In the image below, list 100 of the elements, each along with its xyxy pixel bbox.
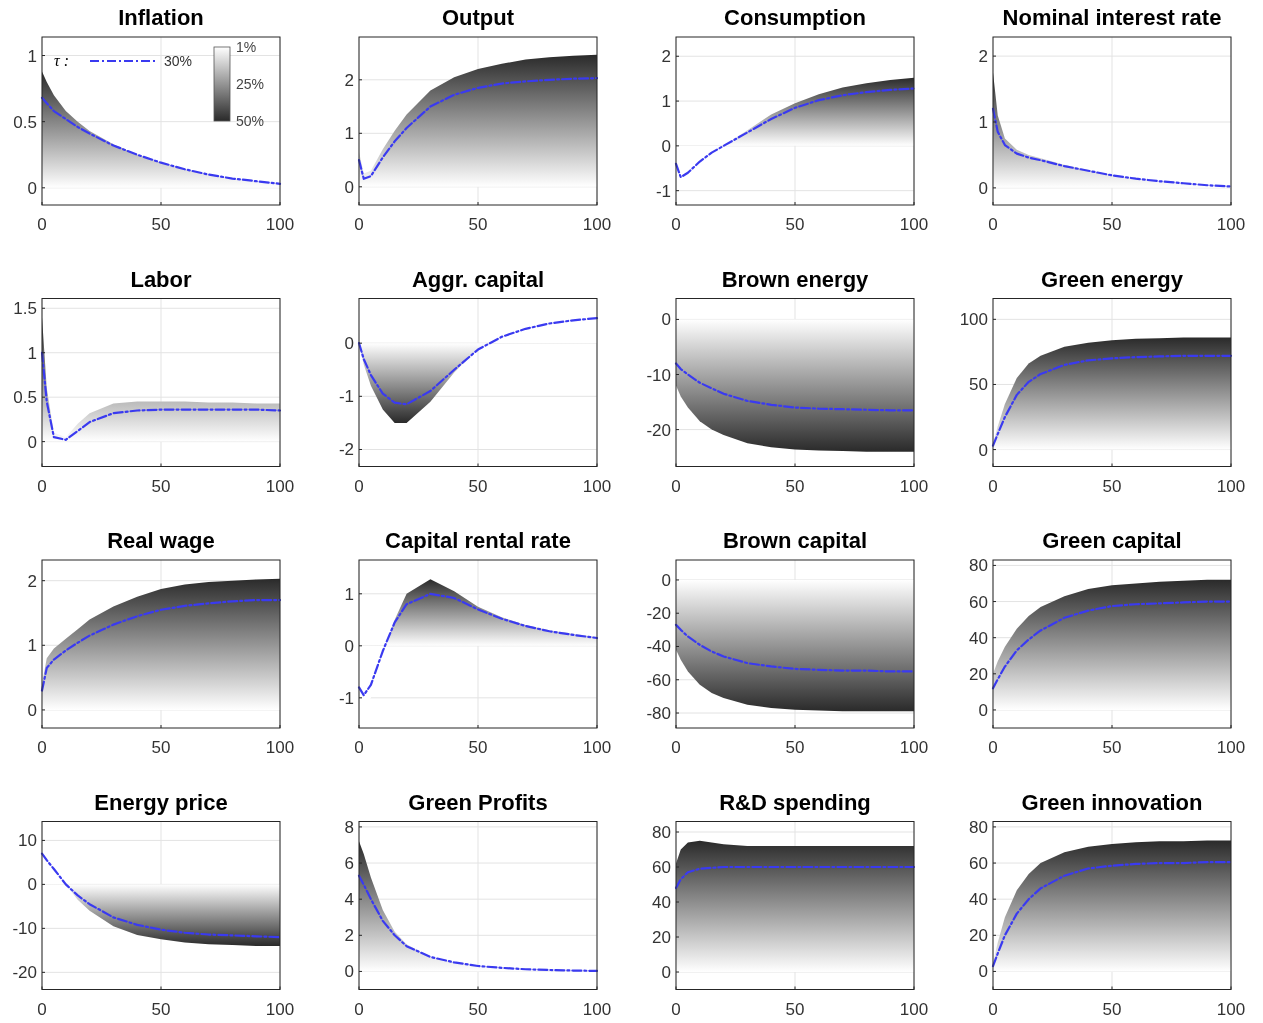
x-tick-label: 50 [785, 738, 805, 757]
x-tick-label: 100 [899, 215, 929, 234]
y-tick-label: 60 [652, 858, 671, 877]
y-tick-label: -10 [646, 365, 671, 385]
y-tick-label: -20 [12, 963, 37, 983]
y-tick-label: -1 [338, 688, 354, 708]
x-tick-label: 50 [1102, 476, 1122, 496]
x-tick-label: 100 [265, 215, 295, 234]
y-tick-label: 20 [969, 926, 988, 946]
y-tick-label: 40 [652, 893, 671, 912]
y-tick-label: 4 [344, 890, 354, 910]
y-tick-label: 0 [661, 310, 671, 330]
y-tick-label: 1.5 [13, 299, 37, 319]
y-tick-label: 1 [344, 584, 354, 604]
chart-title: Green energy [1041, 266, 1184, 292]
chart-title: Green innovation [1021, 789, 1203, 815]
chart-title: Brown capital [722, 528, 868, 553]
y-tick-label: -20 [646, 420, 671, 440]
line-series [40, 852, 282, 939]
y-tick-label: 20 [652, 928, 671, 947]
y-tick-label: 1 [978, 112, 988, 132]
y-tick-label: 2 [344, 70, 354, 90]
chart-title: Consumption [724, 5, 866, 30]
chart-title: Real wage [107, 528, 215, 553]
y-tick-label: -10 [12, 919, 37, 939]
x-tick-label: 50 [785, 999, 805, 1019]
y-tick-label: 80 [969, 817, 988, 837]
x-tick-label: 50 [468, 476, 488, 496]
x-tick-label: 50 [468, 738, 488, 757]
y-tick-label: -60 [646, 670, 671, 690]
y-tick-label: 0 [27, 875, 37, 895]
line-series [991, 861, 1233, 968]
y-tick-label: 20 [969, 664, 988, 684]
x-tick-label: 50 [1102, 215, 1122, 234]
y-tick-label: 10 [18, 831, 37, 851]
y-tick-label: 0.5 [13, 112, 37, 132]
x-tick-label: 100 [1216, 476, 1246, 496]
y-tick-label: 0 [661, 136, 671, 156]
y-tick-label: -80 [646, 704, 671, 724]
legend-label: 30% [164, 53, 193, 69]
x-tick-label: 50 [151, 738, 171, 757]
line-series [357, 317, 599, 406]
y-tick-label: 1 [27, 636, 37, 656]
x-tick-label: 50 [1102, 999, 1122, 1019]
y-tick-label: 0 [344, 177, 354, 197]
y-tick-label: 0.5 [13, 388, 37, 408]
x-tick-label: 100 [582, 738, 612, 757]
y-tick-label: 40 [969, 628, 988, 648]
x-tick-label: 100 [1216, 215, 1246, 234]
line-series [991, 354, 1233, 447]
y-tick-label: -2 [338, 440, 354, 460]
x-tick-label: 100 [265, 476, 295, 496]
x-tick-label: 50 [151, 476, 171, 496]
y-tick-label: 0 [978, 700, 988, 720]
chart-title: Inflation [118, 5, 204, 30]
chart-title: Labor [130, 266, 192, 292]
y-tick-label: 0 [661, 963, 671, 982]
annotation: 1% [236, 39, 257, 55]
y-tick-label: 0 [978, 962, 988, 982]
y-tick-label: 2 [661, 47, 671, 67]
line-series [357, 874, 599, 972]
y-tick-label: 60 [969, 854, 988, 874]
y-tick-label: -1 [655, 181, 671, 201]
x-tick-label: 100 [582, 999, 612, 1019]
y-tick-label: 80 [652, 823, 671, 842]
x-tick-label: 100 [265, 738, 295, 757]
x-tick-label: 100 [582, 476, 612, 496]
chart-title: Capital rental rate [385, 528, 571, 553]
y-tick-label: 60 [969, 592, 988, 612]
chart-title: Brown energy [721, 266, 870, 292]
x-tick-label: 100 [899, 999, 929, 1019]
y-tick-label: 80 [969, 556, 988, 576]
y-tick-label: 0 [344, 962, 354, 982]
line-series [674, 362, 916, 412]
x-tick-label: 100 [1216, 738, 1246, 757]
chart-title: R&D spending [719, 789, 871, 815]
annotation: 50% [236, 113, 265, 129]
x-tick-label: 50 [468, 999, 488, 1019]
chart-title: Green capital [1042, 528, 1182, 553]
chart-title: Nominal interest rate [1002, 5, 1222, 30]
x-tick-label: 50 [785, 215, 805, 234]
x-tick-label: 50 [1102, 738, 1122, 757]
y-tick-label: -1 [338, 387, 354, 407]
x-tick-label: 100 [582, 215, 612, 234]
line-series [991, 600, 1233, 690]
y-tick-label: 6 [344, 854, 354, 874]
x-tick-label: 50 [151, 999, 171, 1019]
x-tick-label: 50 [785, 476, 805, 496]
x-tick-label: 100 [265, 999, 295, 1019]
y-tick-label: 1 [27, 343, 37, 363]
y-tick-label: 8 [344, 817, 354, 837]
legend-title: τ : [54, 52, 70, 69]
y-tick-label: 1 [344, 124, 354, 144]
line-series [40, 598, 282, 692]
y-tick-label: 1 [27, 46, 37, 66]
y-tick-label: 40 [969, 890, 988, 910]
line-series [357, 77, 599, 180]
y-tick-label: -40 [646, 637, 671, 657]
y-tick-label: 100 [959, 310, 988, 330]
y-tick-label: 0 [344, 334, 354, 354]
